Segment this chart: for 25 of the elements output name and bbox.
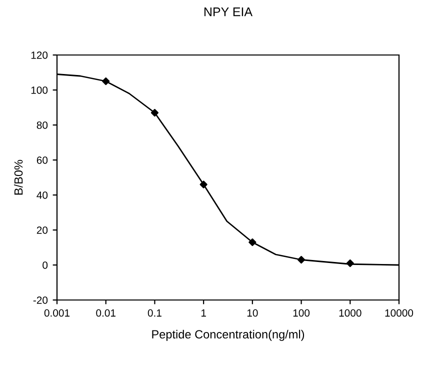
y-tick-label: 0	[42, 262, 48, 269]
x-tick-label: 0.1	[148, 309, 162, 317]
x-tick-label: 100	[293, 309, 310, 317]
y-tick-label: 40	[36, 192, 48, 199]
y-tick-label: 100	[31, 86, 48, 94]
point	[297, 256, 306, 264]
y-tick-label: 20	[36, 226, 48, 234]
x-axis-title: Peptide Concentration(ng/ml)	[152, 330, 304, 341]
x-tick-label: 0.001	[44, 309, 70, 317]
y-tick-label: 80	[36, 122, 48, 129]
y-tick-label: -20	[33, 296, 48, 304]
point	[346, 259, 354, 268]
point	[248, 238, 256, 246]
y-tick-label: 60	[36, 156, 48, 164]
x-tick-label: 10	[247, 309, 258, 317]
point	[200, 180, 208, 188]
y-axis-title: B/B0%	[14, 160, 23, 195]
point	[150, 108, 159, 117]
y-tick-label: 120	[31, 52, 48, 59]
chart-title: NPY EIA	[204, 8, 253, 16]
point	[102, 77, 110, 86]
x-tick-label: 1	[201, 309, 206, 317]
x-tick-label: 10000	[385, 309, 414, 317]
x-tick-label: 1000	[339, 309, 362, 317]
x-tick-label: 0.01	[96, 309, 116, 317]
